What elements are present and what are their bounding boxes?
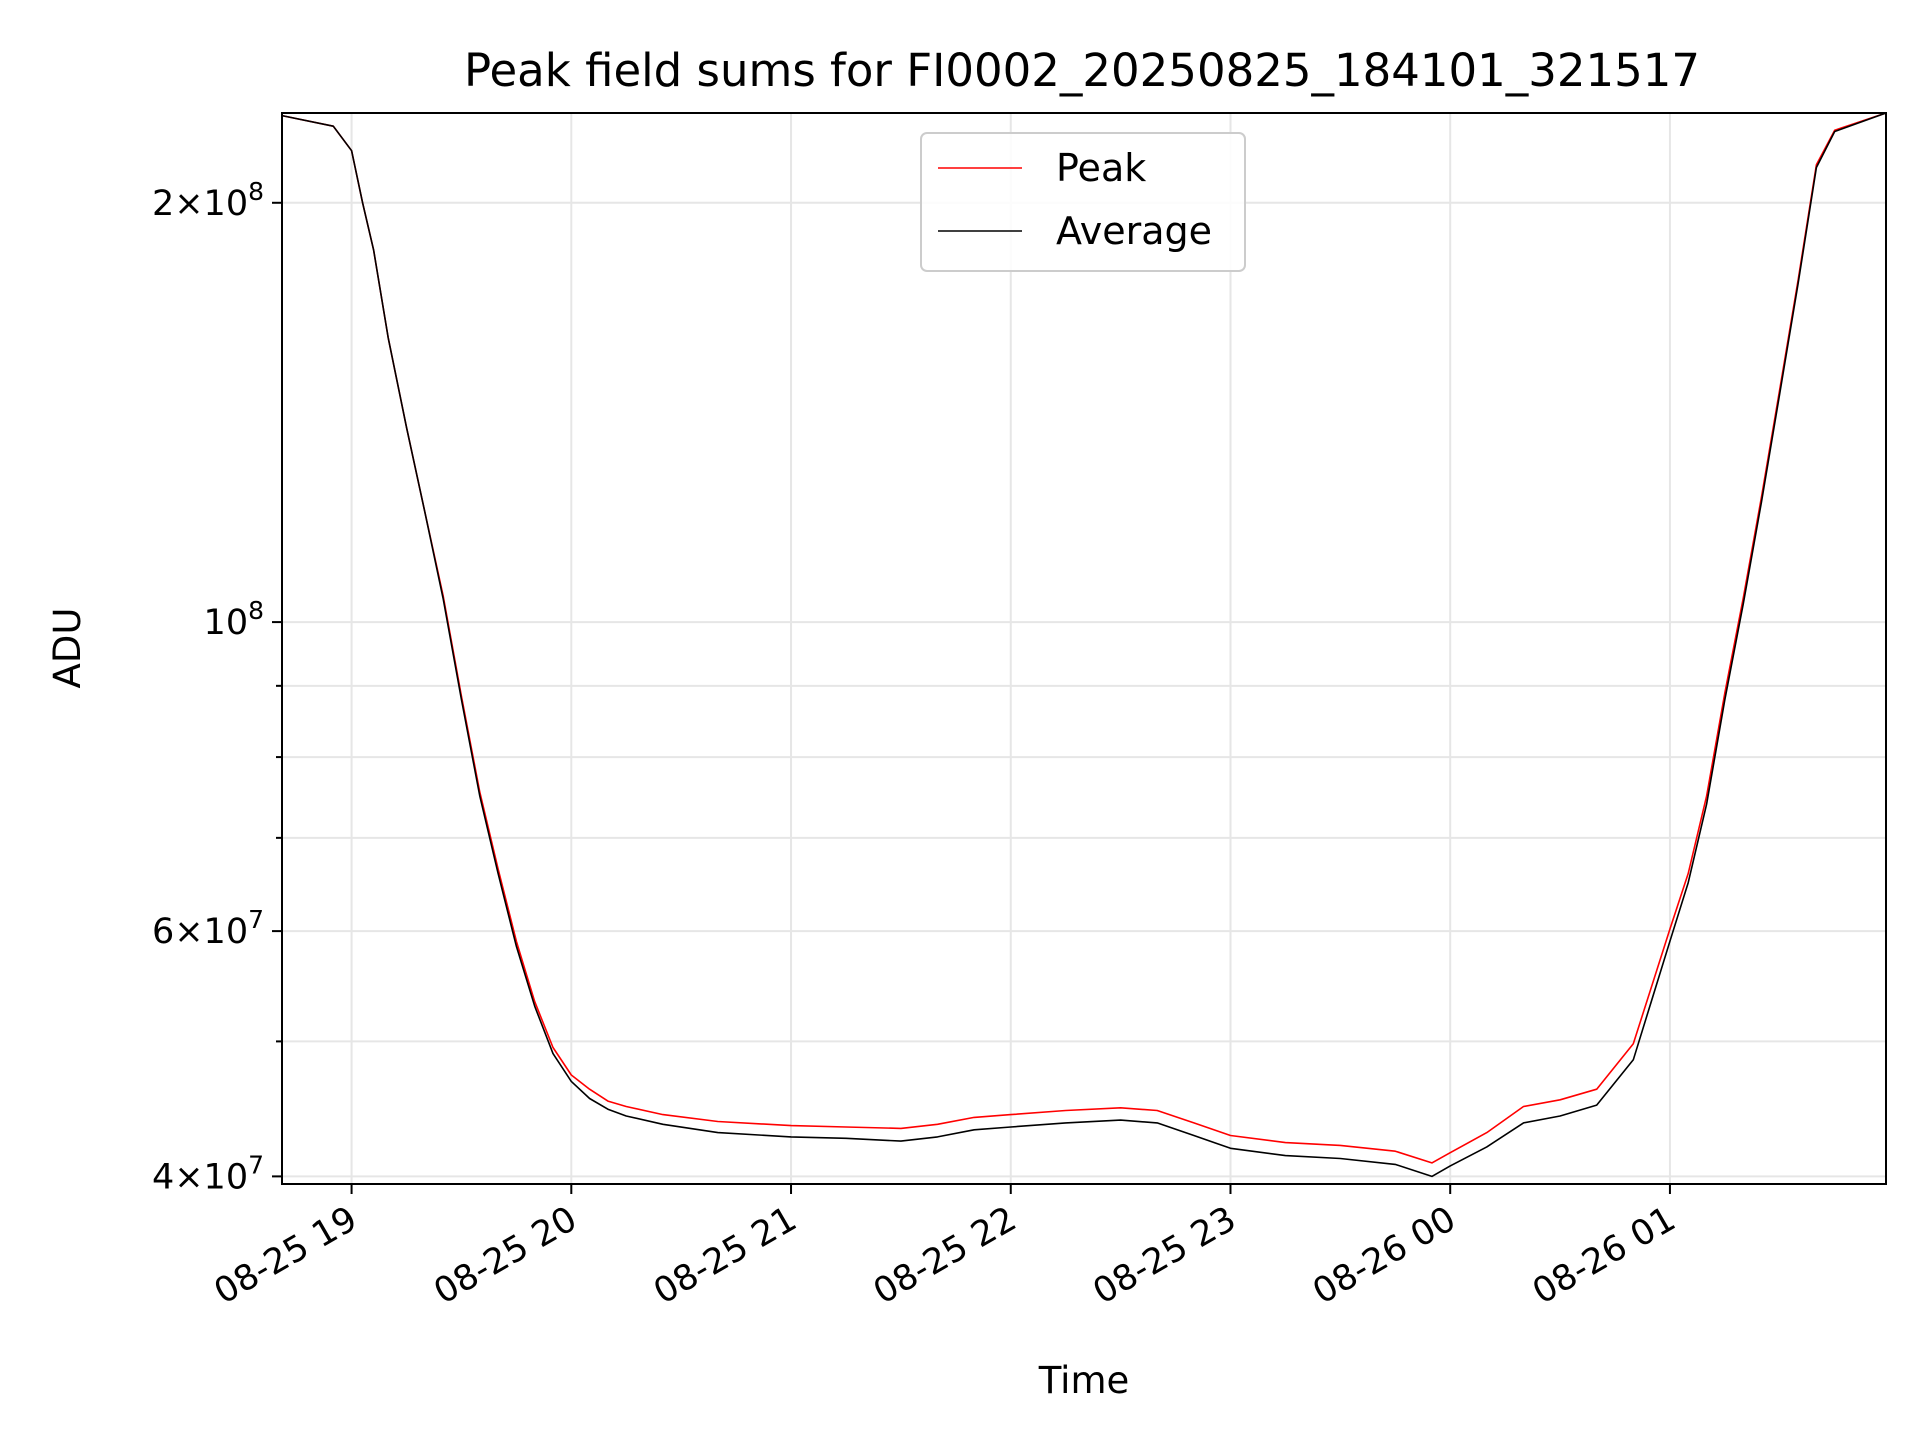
series-line-average [281,112,1887,1178]
chart-title: Peak field sums for FI0002_20250825_1841… [464,44,1700,97]
y-tick-label-base: 6 [152,912,174,952]
y-tick-label-times: × [174,912,203,952]
y-tick-label-base: 4 [152,1157,174,1197]
legend: Peak Average [920,132,1246,272]
plot-frame [281,112,1887,1185]
legend-label-peak: Peak [1056,146,1146,190]
y-tick-label-exponent: 7 [248,1150,264,1179]
y-axis-label: ADU [46,608,89,689]
x-axis-label: Time [1038,1359,1130,1402]
y-tick-label-ten: 10 [204,912,249,952]
y-tick-label-exponent: 8 [248,596,264,625]
series-layer [281,112,1887,1178]
y-tick-label: 2×108 [152,177,264,224]
y-tick-label-times: × [174,1157,203,1197]
y-tick-label-times: × [174,184,203,224]
y-tick-label-base: 2 [152,184,174,224]
y-tick-label-ten: 10 [204,603,249,643]
y-tick-label: 6×107 [152,905,264,952]
y-tick-label-exponent: 8 [248,177,264,206]
legend-label-average: Average [1056,209,1212,253]
y-tick-label: 108 [204,596,264,643]
y-tick-label-ten: 10 [204,184,249,224]
y-tick-label: 4×107 [152,1150,264,1197]
y-tick-label-ten: 10 [204,1157,249,1197]
y-tick-label-exponent: 7 [248,905,264,934]
